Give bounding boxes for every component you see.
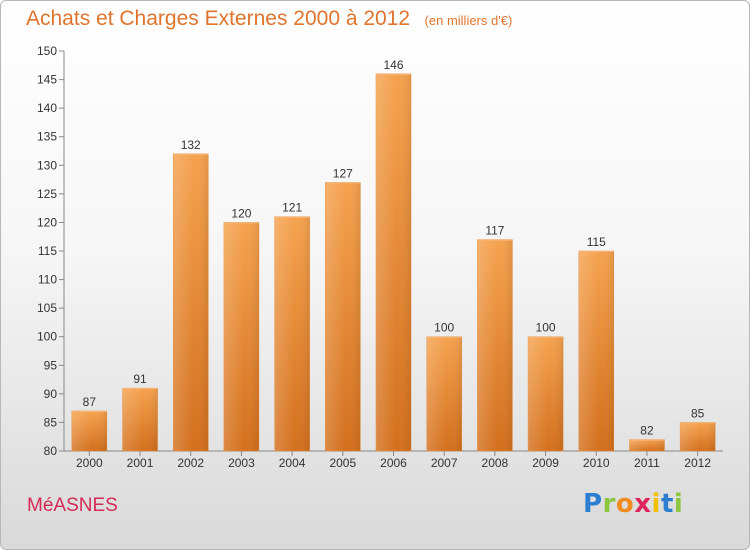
proxiti-logo: Proxiti: [583, 489, 683, 519]
data-label: 121: [282, 201, 302, 215]
bar-shade: [71, 411, 107, 451]
data-label: 100: [434, 321, 454, 335]
bar-shade: [477, 239, 513, 451]
bar-shade: [680, 422, 716, 451]
title-row: Achats et Charges Externes 2000 à 2012 (…: [26, 7, 512, 31]
y-tick-label: 120: [37, 215, 57, 229]
bar-shade: [122, 388, 158, 451]
y-tick-label: 130: [37, 158, 57, 172]
x-tick-label: 2000: [76, 456, 103, 470]
data-label: 117: [485, 224, 504, 238]
data-label: 82: [640, 424, 654, 438]
y-tick-label: 140: [37, 101, 57, 115]
y-tick-label: 95: [44, 358, 58, 372]
logo-letter: i: [651, 489, 661, 519]
logo-letter: x: [634, 489, 652, 519]
data-label: 91: [133, 372, 147, 386]
data-label: 115: [587, 235, 606, 249]
bar-shade: [376, 73, 411, 451]
x-tick-label: 2009: [532, 456, 559, 470]
data-label: 120: [231, 206, 251, 220]
y-tick-label: 90: [44, 387, 58, 401]
data-label: 87: [83, 395, 97, 409]
data-label: 100: [536, 321, 556, 335]
x-tick-label: 2005: [329, 456, 356, 470]
y-tick-label: 80: [44, 444, 58, 458]
data-label: 146: [383, 58, 403, 72]
y-tick-label: 105: [37, 301, 57, 315]
y-tick-label: 110: [38, 273, 57, 287]
y-tick-label: 115: [38, 244, 57, 258]
bar-shade: [528, 336, 564, 451]
logo-letter: r: [602, 489, 616, 519]
y-tick-label: 85: [44, 415, 58, 429]
bar-shade: [629, 439, 665, 451]
data-label: 85: [691, 406, 705, 420]
logo-letter: t: [660, 489, 674, 519]
data-label: 132: [181, 138, 201, 152]
bar-shade: [274, 216, 310, 451]
bars: 87 91 132 120 121 127 146 100 117 100 115 82 85: [71, 58, 716, 452]
logo-letter: P: [583, 489, 603, 519]
y-tick-label: 150: [37, 44, 57, 58]
x-tick-label: 2011: [634, 456, 660, 470]
bar-shade: [173, 153, 209, 451]
chart-subtitle: (en milliers d'€): [424, 13, 513, 28]
x-tick-label: 2010: [583, 456, 610, 470]
x-tick-label: 2004: [279, 456, 306, 470]
logo-letter: o: [615, 489, 635, 519]
bar-shade: [325, 182, 361, 451]
x-tick-label: 2008: [482, 456, 509, 470]
y-tick-label: 100: [37, 330, 57, 344]
place-name: MéASNES: [27, 495, 118, 516]
bar-shade: [426, 336, 462, 451]
y-tick-label: 135: [37, 130, 57, 144]
x-tick-label: 2003: [228, 456, 255, 470]
y-tick-label: 145: [37, 73, 57, 87]
x-tick-label: 2006: [380, 456, 407, 470]
chart-title: Achats et Charges Externes 2000 à 2012: [26, 7, 411, 30]
logo-letter: i: [673, 489, 684, 519]
data-label: 127: [333, 166, 353, 180]
bar-shade: [578, 251, 614, 451]
bar-shade: [223, 222, 259, 451]
y-tick-label: 125: [37, 187, 57, 201]
x-tick-label: 2002: [177, 456, 204, 470]
x-tick-label: 2007: [431, 456, 458, 470]
x-tick-label: 2001: [127, 456, 154, 470]
x-tick-label: 2012: [684, 456, 711, 470]
